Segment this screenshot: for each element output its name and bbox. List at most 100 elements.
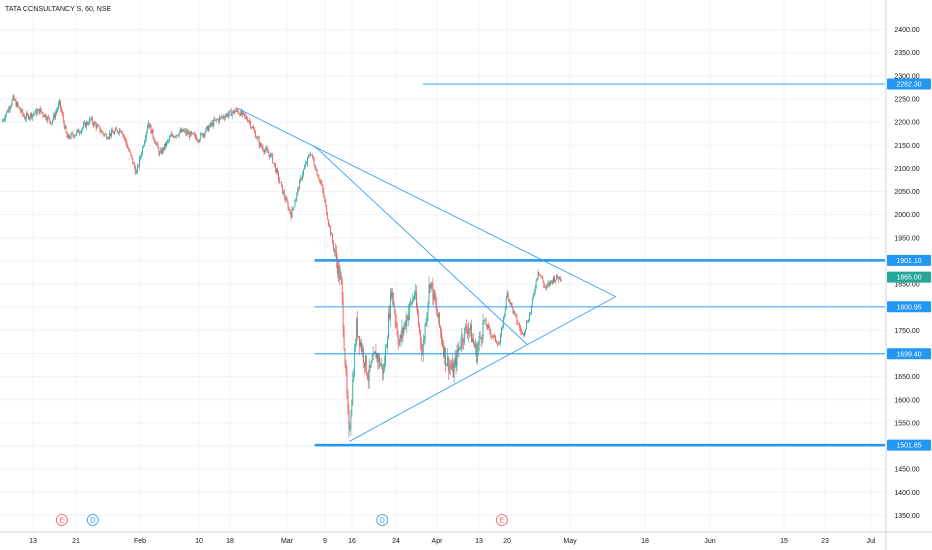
candle-body [12,95,14,100]
candle-body [13,95,15,101]
candle-body [223,116,224,118]
candle-body [79,132,81,134]
candle-body [95,124,97,129]
candle-body [509,299,511,305]
last-price-tag [887,271,931,283]
candle-body [206,126,208,128]
candle-body [144,138,146,142]
candle-body [117,132,119,134]
candle-body [507,292,509,300]
earnings-event-marker[interactable] [56,514,68,526]
candle-body [410,302,412,303]
candle-body [485,319,487,326]
y-tick-label: 1600.00 [894,397,919,404]
trendline[interactable] [314,145,528,345]
candle-body [491,335,493,337]
candle-body [310,154,312,156]
candle-body [100,131,102,133]
candle-body [216,119,218,120]
candle-body [395,320,397,325]
candle-body [233,110,235,114]
candle-body [453,364,455,378]
candle-body [457,349,459,352]
dividend-event-marker[interactable] [86,514,99,526]
candle-body [368,365,370,381]
candle-body [5,111,7,115]
candle-body [200,133,202,135]
candle-body [173,136,175,138]
candle-body [38,109,40,114]
candle-body [319,180,321,182]
candle-body [425,323,427,325]
candle-body [135,167,137,174]
last-price-label: 1865.00 [896,275,921,282]
candle-body [50,121,52,124]
candle-body [540,275,542,278]
candle-body [466,326,468,331]
candle-body [267,150,269,153]
candle-body [354,348,356,376]
candle-body [181,129,183,133]
candle-body [76,130,78,135]
candle-body [214,119,216,121]
candle-body [107,138,109,139]
candle-body [389,313,390,318]
candle-body [207,126,209,131]
candle-body [268,152,270,155]
candle-body [43,115,45,117]
candle-body [329,224,331,226]
candle-body [311,155,313,156]
candle-body [87,122,88,125]
trendline[interactable] [237,107,616,297]
candle-body [316,169,318,175]
candle-body [210,123,212,126]
candle-body [520,328,522,332]
candle-body [480,337,482,341]
candle-body [199,133,201,140]
candle-body [364,355,366,367]
candle-body [260,143,262,147]
candle-body [185,130,187,134]
candle-body [546,285,548,289]
candle-body [165,143,166,147]
earnings-event-marker[interactable] [496,514,508,526]
candle-body [125,138,127,144]
candle-body [530,305,532,313]
candle-body [298,188,300,190]
candle-body [190,131,192,138]
candle-body [60,108,62,112]
candle-body [506,292,508,298]
candle-body [462,334,464,343]
dividend-event-marker[interactable] [376,514,389,526]
candle-body [333,242,334,250]
candle-body [75,134,77,136]
candle-body [252,127,254,130]
candle-body [367,378,369,381]
x-tick-label: 13 [475,538,483,545]
candle-body [283,192,285,198]
candle-body [249,120,250,122]
candle-body [388,313,389,339]
candle-body [113,132,114,134]
x-tick-label: 21 [72,538,80,545]
candle-body [548,282,550,285]
candle-body [7,108,9,113]
candle-body [82,127,83,130]
candle-body [224,117,225,119]
candle-body [370,362,372,368]
candle-body [154,140,156,144]
candle-body [341,278,343,299]
trendline[interactable] [349,296,616,442]
candle-body [49,117,51,122]
candle-body [270,154,272,158]
candle-body [16,102,18,107]
candle-body [238,113,240,114]
candle-body [362,348,364,363]
candle-body [371,360,373,363]
candle-body [240,110,242,116]
candle-body [323,190,325,198]
candle-body [30,113,31,118]
candle-body [34,110,36,114]
